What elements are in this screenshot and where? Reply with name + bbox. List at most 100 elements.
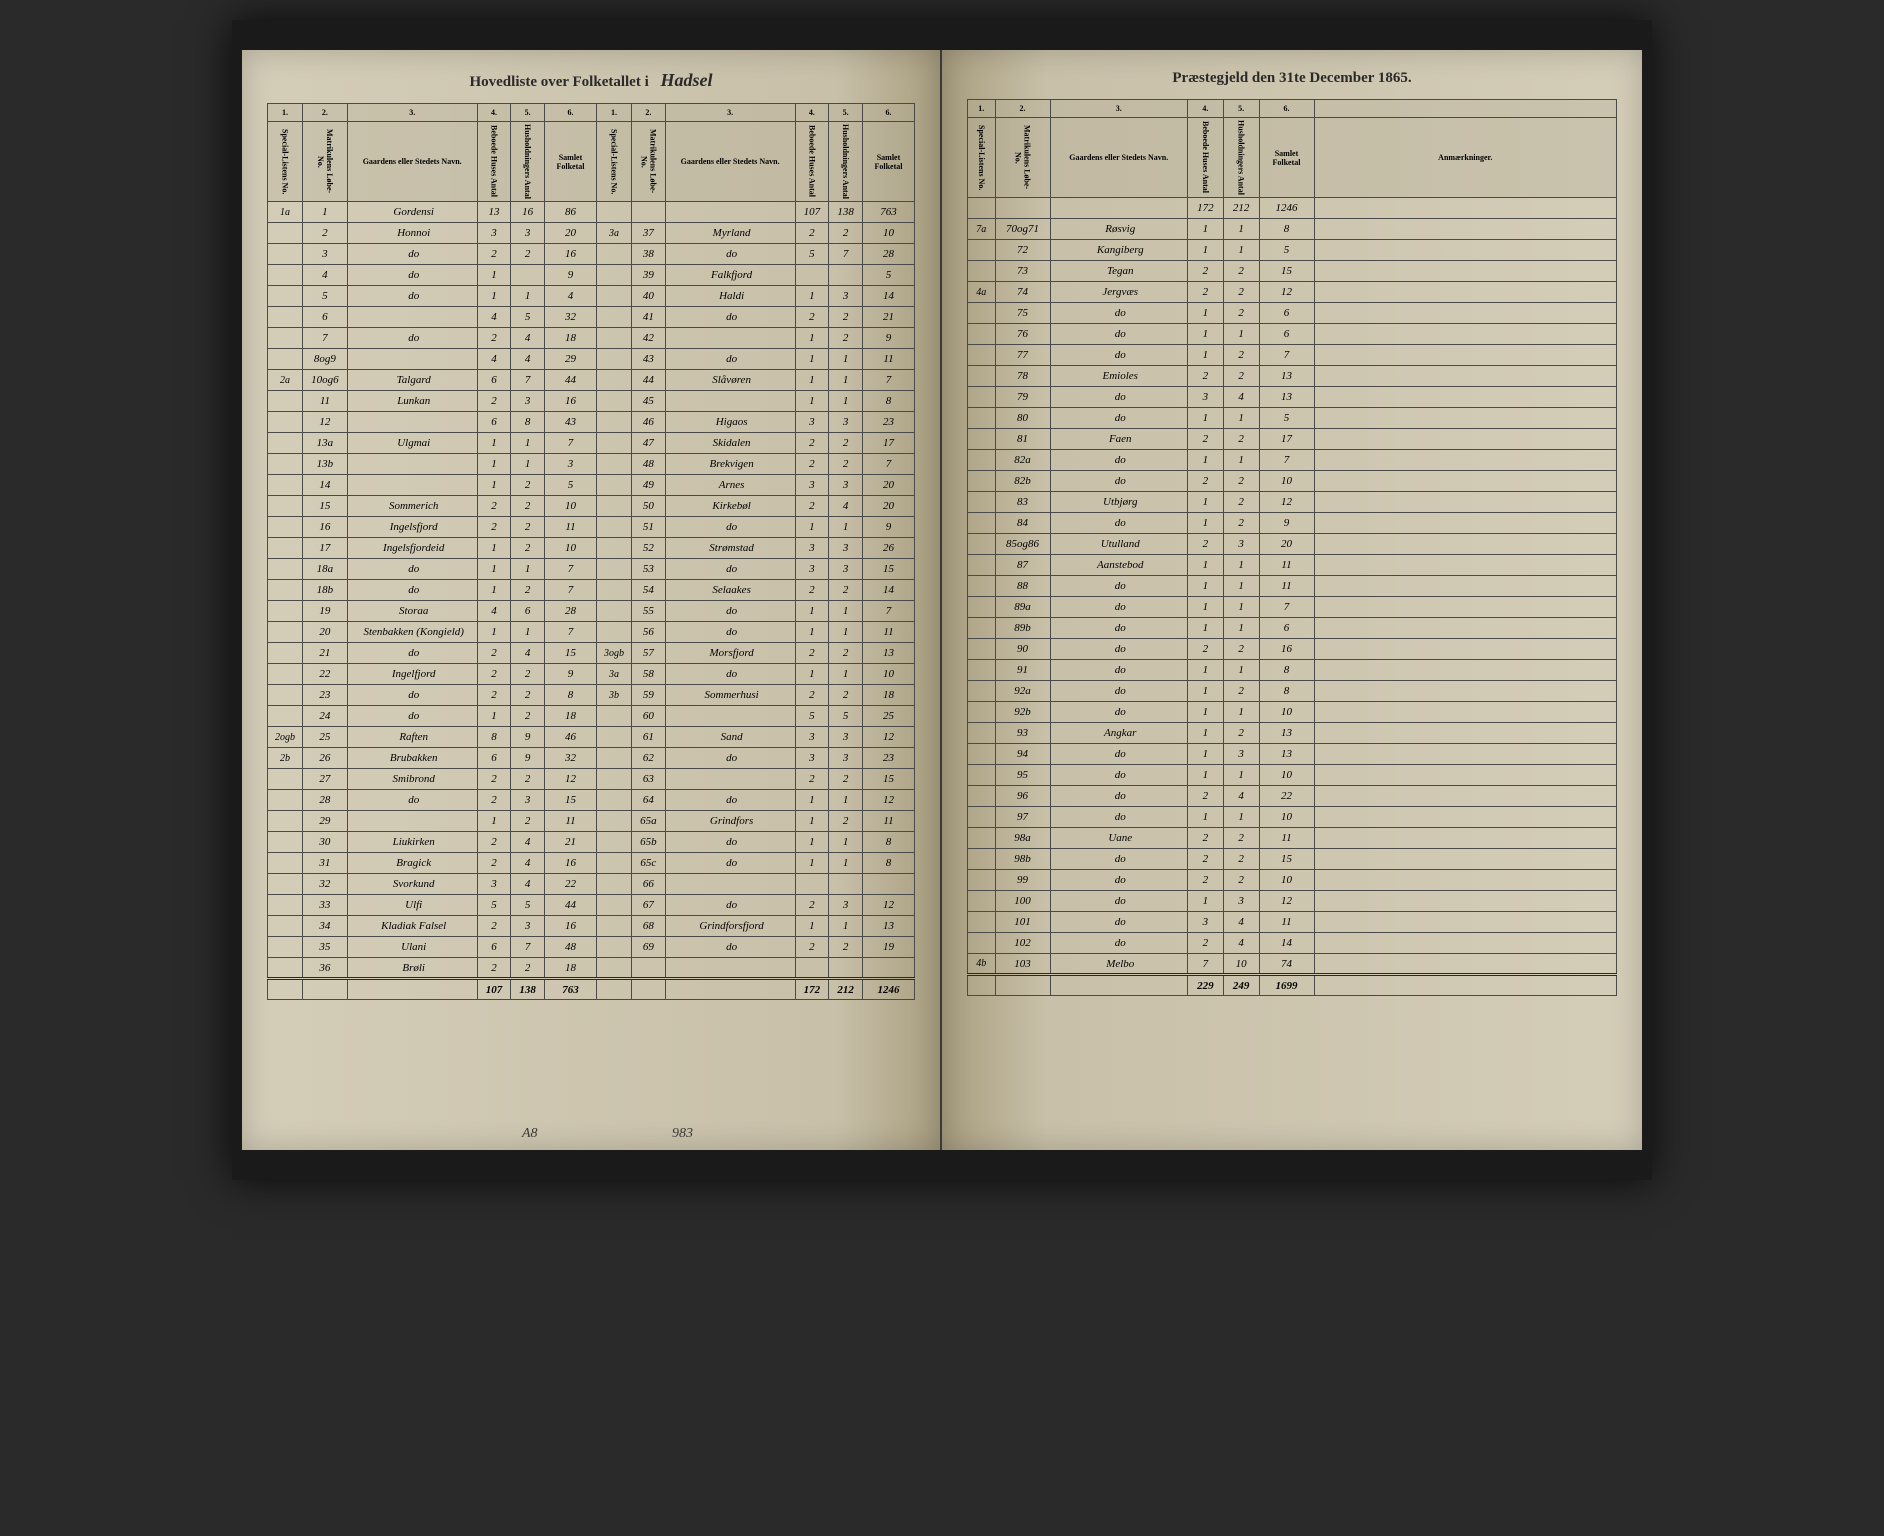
cell-c5: 5 bbox=[511, 895, 545, 916]
cell-special: 3b bbox=[596, 685, 631, 706]
cell-c4: 1 bbox=[795, 517, 829, 538]
cell-special bbox=[968, 891, 996, 912]
cell-matr: 65c bbox=[631, 853, 665, 874]
cell-remarks bbox=[1314, 786, 1617, 807]
cell-name: do bbox=[1050, 576, 1188, 597]
cell-matr: 7 bbox=[303, 328, 348, 349]
cell-c6: 25 bbox=[862, 706, 914, 727]
cell-c5: 9 bbox=[511, 727, 545, 748]
rsub5: Husholdningers Antal bbox=[1223, 118, 1259, 198]
cell-name: Haldi bbox=[665, 286, 795, 307]
cell-matr: 50 bbox=[631, 496, 665, 517]
right-page: Præstegjeld den 31te December 1865. 1. 2… bbox=[942, 50, 1642, 1150]
cell-name: do bbox=[347, 706, 477, 727]
cell-c5 bbox=[829, 265, 863, 286]
table-row: 5do11440Haldi1314 bbox=[268, 286, 915, 307]
cell-name: Honnoi bbox=[347, 223, 477, 244]
table-row: 2Honnoi33203a37Myrland2210 bbox=[268, 223, 915, 244]
cell-special bbox=[968, 702, 996, 723]
cell-matr: 18a bbox=[303, 559, 348, 580]
cell-c4: 3 bbox=[795, 748, 829, 769]
cell-c6: 7 bbox=[545, 580, 597, 601]
cell-c6: 8 bbox=[862, 853, 914, 874]
cell-name: do bbox=[665, 895, 795, 916]
cell-c4: 2 bbox=[1188, 933, 1224, 954]
cell-c5: 7 bbox=[829, 244, 863, 265]
cell-name: Grindforsfjord bbox=[665, 916, 795, 937]
cell-special bbox=[268, 685, 303, 706]
cell-c4: 2 bbox=[795, 937, 829, 958]
cell-c5: 4 bbox=[1223, 786, 1259, 807]
cell-name: do bbox=[1050, 849, 1188, 870]
cell-c6: 28 bbox=[862, 244, 914, 265]
table-row: 88do1111 bbox=[968, 576, 1617, 597]
cell-c4: 2 bbox=[477, 391, 511, 412]
cell-remarks bbox=[1314, 198, 1617, 219]
cell-name: do bbox=[1050, 303, 1188, 324]
cell-c4: 3 bbox=[795, 727, 829, 748]
cell-c5: 1 bbox=[1223, 576, 1259, 597]
cell-name: Kirkebøl bbox=[665, 496, 795, 517]
cell-remarks bbox=[1314, 492, 1617, 513]
table-row: 75do126 bbox=[968, 303, 1617, 324]
table-row: 21do24153ogb57Morsfjord2213 bbox=[268, 643, 915, 664]
cell-c4: 6 bbox=[477, 937, 511, 958]
cell-c4: 4 bbox=[477, 349, 511, 370]
cell-name: do bbox=[665, 748, 795, 769]
table-row: 29121165aGrindfors1211 bbox=[268, 811, 915, 832]
table-row: 35Ulani674869do2219 bbox=[268, 937, 915, 958]
cell-special bbox=[268, 937, 303, 958]
cell-matr bbox=[631, 958, 665, 979]
cell-matr: 10og6 bbox=[303, 370, 348, 391]
cell-matr bbox=[631, 202, 665, 223]
cell-matr: 35 bbox=[303, 937, 348, 958]
cell-c5: 4 bbox=[1223, 387, 1259, 408]
cell-c5: 3 bbox=[829, 412, 863, 433]
cell-remarks bbox=[1314, 597, 1617, 618]
cell-c5: 4 bbox=[511, 349, 545, 370]
cell-name: do bbox=[1050, 912, 1188, 933]
cell-matr: 48 bbox=[631, 454, 665, 475]
cell-c6: 44 bbox=[545, 370, 597, 391]
cell-special bbox=[596, 286, 631, 307]
table-row: 13b11348Brekvigen227 bbox=[268, 454, 915, 475]
rsub-remarks: Anmærkninger. bbox=[1314, 118, 1617, 198]
cell-c5: 1 bbox=[511, 433, 545, 454]
cell-special bbox=[268, 643, 303, 664]
table-row: 80do115 bbox=[968, 408, 1617, 429]
table-row: 102do2414 bbox=[968, 933, 1617, 954]
cell-c4 bbox=[795, 265, 829, 286]
cell-c4: 2 bbox=[1188, 471, 1224, 492]
cell-c5: 2 bbox=[511, 580, 545, 601]
cell-c5: 1 bbox=[829, 790, 863, 811]
cell-name: Jergvæs bbox=[1050, 282, 1188, 303]
total-c6a: 763 bbox=[545, 979, 597, 1000]
cell-name: Ulani bbox=[347, 937, 477, 958]
cell-c6: 13 bbox=[1259, 387, 1314, 408]
bottom-note-b: 983 bbox=[672, 1126, 693, 1142]
cell-remarks bbox=[1314, 345, 1617, 366]
cell-name: Gordensi bbox=[347, 202, 477, 223]
cell-matr: 82b bbox=[995, 471, 1050, 492]
table-row: 18ado11753do3315 bbox=[268, 559, 915, 580]
cell-c5: 1 bbox=[1223, 618, 1259, 639]
cell-special bbox=[596, 454, 631, 475]
cell-name bbox=[347, 475, 477, 496]
cell-special bbox=[268, 454, 303, 475]
cell-special bbox=[268, 895, 303, 916]
cell-matr: 25 bbox=[303, 727, 348, 748]
cell-c4: 1 bbox=[795, 811, 829, 832]
left-title: Hovedliste over Folketallet i Hadsel bbox=[267, 70, 915, 91]
cell-c6: 22 bbox=[545, 874, 597, 895]
cell-special bbox=[596, 265, 631, 286]
cell-name bbox=[347, 811, 477, 832]
cell-special: 4b bbox=[968, 954, 996, 975]
cell-special bbox=[968, 639, 996, 660]
cell-special bbox=[968, 828, 996, 849]
cell-c5: 2 bbox=[1223, 261, 1259, 282]
cell-c5: 1 bbox=[1223, 240, 1259, 261]
cell-c4: 1 bbox=[477, 559, 511, 580]
cell-c6: 10 bbox=[1259, 807, 1314, 828]
cell-matr: 38 bbox=[631, 244, 665, 265]
cell-matr: 13b bbox=[303, 454, 348, 475]
